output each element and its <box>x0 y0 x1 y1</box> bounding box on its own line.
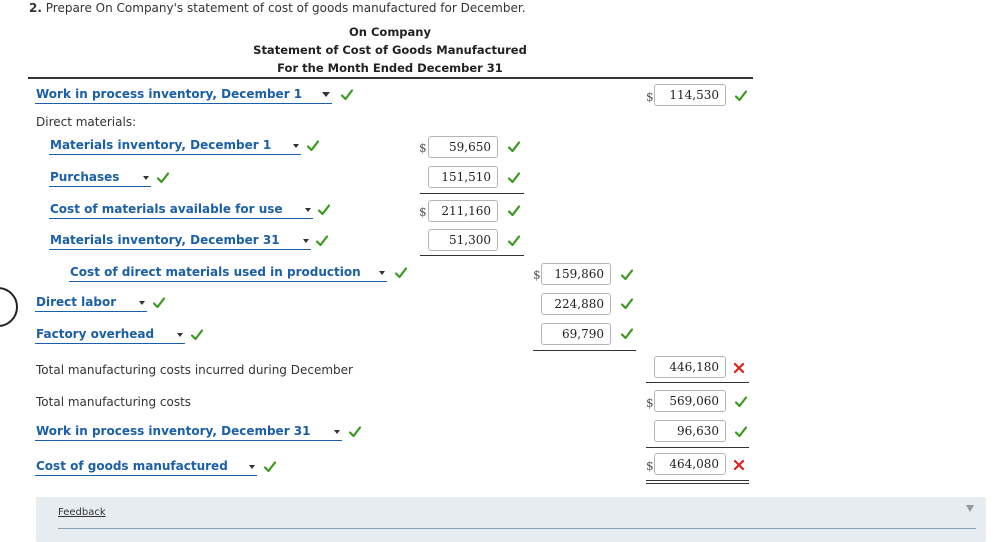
subtotal-line <box>646 382 749 383</box>
statement-title: Statement of Cost of Goods Manufactured <box>253 43 527 57</box>
check-icon <box>191 329 203 341</box>
wip-end-input[interactable] <box>654 420 726 442</box>
subtotal-line <box>420 193 524 194</box>
check-icon <box>316 235 328 247</box>
cogm-select[interactable]: Cost of goods manufactured <box>35 459 257 476</box>
x-icon <box>734 460 744 470</box>
total-mfg-incurred-input[interactable] <box>654 356 726 378</box>
question-text: 2. Prepare On Company's statement of cos… <box>29 1 526 15</box>
materials-available-select[interactable]: Cost of materials available for use <box>49 202 313 219</box>
wip-begin-input[interactable] <box>654 84 726 106</box>
dollar-sign: $ <box>646 459 654 473</box>
check-icon <box>735 90 747 102</box>
feedback-link[interactable]: Feedback <box>58 507 106 518</box>
total-mfg-label: Total manufacturing costs <box>36 395 192 409</box>
check-icon <box>349 426 361 438</box>
check-icon <box>153 297 165 309</box>
direct-materials-heading: Direct materials: <box>36 115 137 129</box>
chevron-down-icon <box>334 430 340 434</box>
dollar-sign: $ <box>646 90 654 104</box>
purchases-input[interactable] <box>428 166 498 188</box>
mat-inv-begin-select[interactable]: Materials inventory, December 1 <box>49 138 301 155</box>
total-mfg-input[interactable] <box>654 390 726 412</box>
dollar-sign: $ <box>419 205 427 219</box>
mat-inv-begin-input[interactable] <box>428 136 498 158</box>
check-icon <box>341 89 353 101</box>
chevron-down-icon <box>139 301 145 305</box>
purchases-select[interactable]: Purchases <box>49 170 151 187</box>
direct-labor-select[interactable]: Direct labor <box>35 295 147 312</box>
subtotal-line <box>420 255 524 256</box>
dollar-sign: $ <box>646 396 654 410</box>
company-name: On Company <box>349 25 431 39</box>
x-icon <box>734 363 744 373</box>
cogm-input[interactable] <box>654 453 726 475</box>
chevron-down-icon <box>303 239 309 243</box>
materials-available-input[interactable] <box>428 200 498 222</box>
wip-end-select[interactable]: Work in process inventory, December 31 <box>35 424 342 441</box>
check-icon <box>508 235 520 247</box>
check-icon <box>318 204 330 216</box>
feedback-panel <box>36 497 986 542</box>
direct-materials-used-select[interactable]: Cost of direct materials used in product… <box>69 265 387 282</box>
factory-overhead-input[interactable] <box>541 323 611 345</box>
subtotal-line <box>646 447 749 448</box>
check-icon <box>621 269 633 281</box>
dollar-sign: $ <box>533 268 541 282</box>
chevron-down-icon <box>322 92 330 97</box>
factory-overhead-select[interactable]: Factory overhead <box>35 327 185 344</box>
check-icon <box>621 328 633 340</box>
check-icon <box>508 205 520 217</box>
check-icon <box>508 172 520 184</box>
check-icon <box>735 396 747 408</box>
check-icon <box>157 172 169 184</box>
chevron-down-icon <box>293 144 299 148</box>
mat-inv-end-select[interactable]: Materials inventory, December 31 <box>49 233 311 250</box>
dollar-sign: $ <box>419 141 427 155</box>
cursor-circle <box>0 287 18 327</box>
feedback-divider <box>58 528 976 529</box>
statement-period: For the Month Ended December 31 <box>277 61 503 75</box>
wip-begin-select[interactable]: Work in process inventory, December 1 <box>35 87 332 104</box>
double-underline-bottom <box>646 483 749 484</box>
direct-labor-input[interactable] <box>541 293 611 315</box>
expand-icon[interactable] <box>966 505 974 512</box>
mat-inv-end-input[interactable] <box>428 229 498 251</box>
check-icon <box>621 298 633 310</box>
header-divider <box>28 77 753 79</box>
chevron-down-icon <box>305 208 311 212</box>
check-icon <box>307 140 319 152</box>
subtotal-line <box>533 350 636 351</box>
direct-materials-used-input[interactable] <box>541 263 611 285</box>
check-icon <box>508 141 520 153</box>
check-icon <box>264 461 276 473</box>
check-icon <box>735 426 747 438</box>
double-underline-top <box>646 480 749 481</box>
chevron-down-icon <box>143 176 149 180</box>
total-mfg-incurred-label: Total manufacturing costs incurred durin… <box>36 363 353 377</box>
chevron-down-icon <box>249 465 255 469</box>
check-icon <box>395 267 407 279</box>
chevron-down-icon <box>379 271 385 275</box>
chevron-down-icon <box>177 333 183 337</box>
